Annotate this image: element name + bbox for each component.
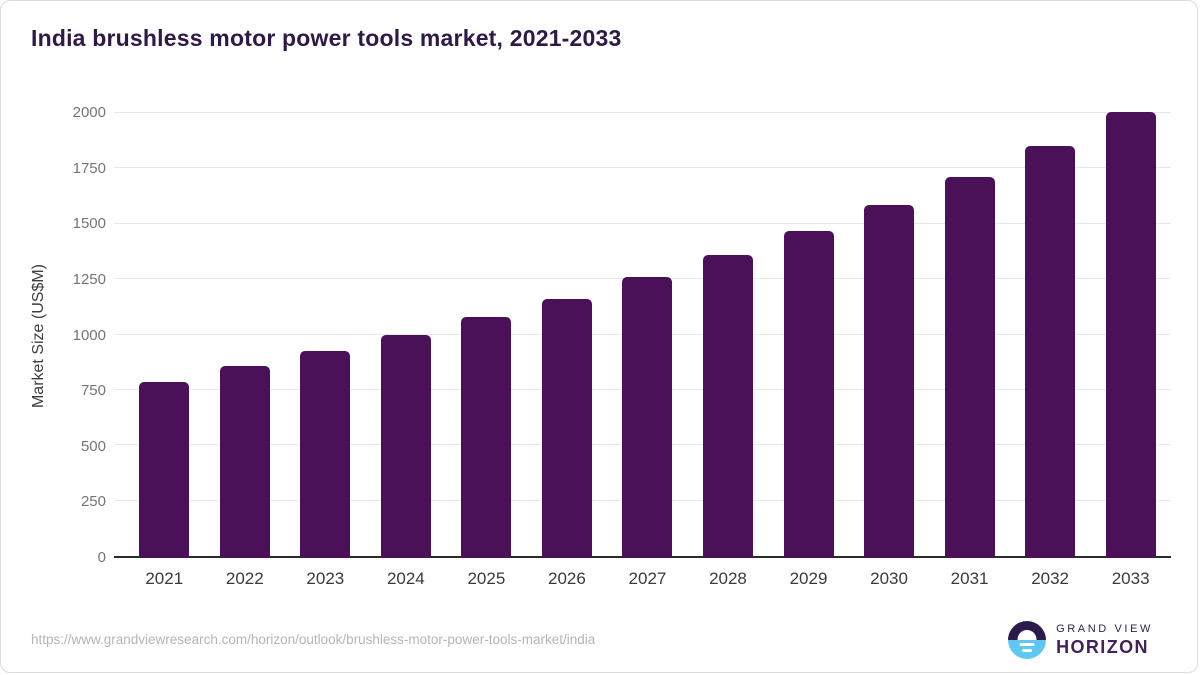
bar-column-2026	[527, 113, 608, 558]
logo-product-name: HORIZON	[1056, 636, 1149, 657]
grand-view-horizon-logo: GRAND VIEW HORIZON	[1008, 621, 1153, 659]
y-tick-label-1250: 1250	[72, 270, 106, 288]
bar-column-2031	[929, 113, 1010, 558]
bar-series	[124, 112, 1171, 558]
x-tick-label-2024: 2024	[386, 569, 425, 588]
gridline-1500	[114, 222, 1171, 224]
x-tick-label-2029: 2029	[789, 569, 828, 588]
x-tick-label-2021: 2021	[145, 569, 184, 588]
y-tick-label-1000: 1000	[72, 326, 106, 344]
bar-2030	[864, 204, 915, 558]
logo-reflection-bar	[1019, 643, 1035, 646]
bar-2033	[1105, 112, 1156, 558]
bar-2032	[1025, 145, 1076, 558]
logo-sky-half	[1008, 621, 1047, 640]
bar-2031	[944, 176, 995, 558]
logo-reflection-bar	[1022, 649, 1033, 652]
bar-column-2024	[366, 113, 447, 558]
bar-column-2029	[768, 113, 849, 558]
logo-sea-half	[1008, 640, 1047, 659]
horizon-sun-icon	[1008, 621, 1047, 659]
y-tick-label-1750: 1750	[72, 159, 106, 177]
bar-column-2023	[285, 113, 366, 558]
x-tick-label-2022: 2022	[225, 569, 264, 588]
x-tick-label-2028: 2028	[709, 569, 747, 588]
bar-2024	[380, 335, 431, 558]
bar-column-2032	[1010, 113, 1091, 558]
gridline-2000	[114, 112, 1171, 113]
source-url: https://www.grandviewresearch.com/horizo…	[31, 632, 596, 647]
x-tick-label-2033: 2033	[1111, 569, 1150, 588]
bar-2027	[622, 277, 673, 558]
bar-column-2027	[607, 113, 688, 558]
y-tick-label-250: 250	[80, 493, 106, 511]
bar-2022	[219, 365, 270, 558]
x-tick-label-2023: 2023	[306, 569, 345, 588]
x-tick-label-2027: 2027	[628, 569, 667, 588]
bar-column-2028	[688, 113, 769, 558]
bar-column-2021	[124, 113, 205, 558]
x-tick-label-2030: 2030	[870, 569, 908, 588]
bar-2026	[541, 298, 592, 558]
x-axis-labels: 2021 2022 2023 2024 2025 2026 2027 2028 2029 2030…	[124, 569, 1171, 589]
y-tick-label-0: 0	[97, 549, 106, 566]
bar-2023	[300, 351, 351, 558]
y-tick-label-500: 500	[80, 437, 106, 455]
logo-sun-dome	[1017, 630, 1037, 640]
logo-text: GRAND VIEW HORIZON	[1056, 623, 1153, 658]
gridline-1750	[114, 167, 1171, 169]
x-tick-label-2026: 2026	[548, 569, 586, 588]
chart-title: India brushless motor power tools market…	[31, 25, 622, 51]
y-tick-label-1500: 1500	[72, 215, 106, 233]
y-tick-label-2000: 2000	[72, 104, 106, 121]
x-tick-label-2032: 2032	[1031, 569, 1070, 588]
bar-column-2033	[1090, 112, 1171, 558]
x-tick-label-2031: 2031	[950, 569, 989, 588]
bar-2021	[139, 381, 190, 558]
y-tick-label-750: 750	[80, 382, 106, 400]
bar-column-2022	[205, 113, 286, 558]
bar-column-2025	[446, 113, 527, 558]
x-tick-label-2025: 2025	[467, 569, 506, 588]
y-axis-ticks: 0 250 500 750 1000 1250 1500 1750 2000	[1, 104, 106, 566]
logo-brand-name: GRAND VIEW	[1056, 622, 1153, 635]
bar-2029	[783, 231, 834, 558]
bar-2028	[702, 254, 753, 558]
bar-column-2030	[849, 113, 930, 558]
bar-2025	[461, 317, 512, 558]
